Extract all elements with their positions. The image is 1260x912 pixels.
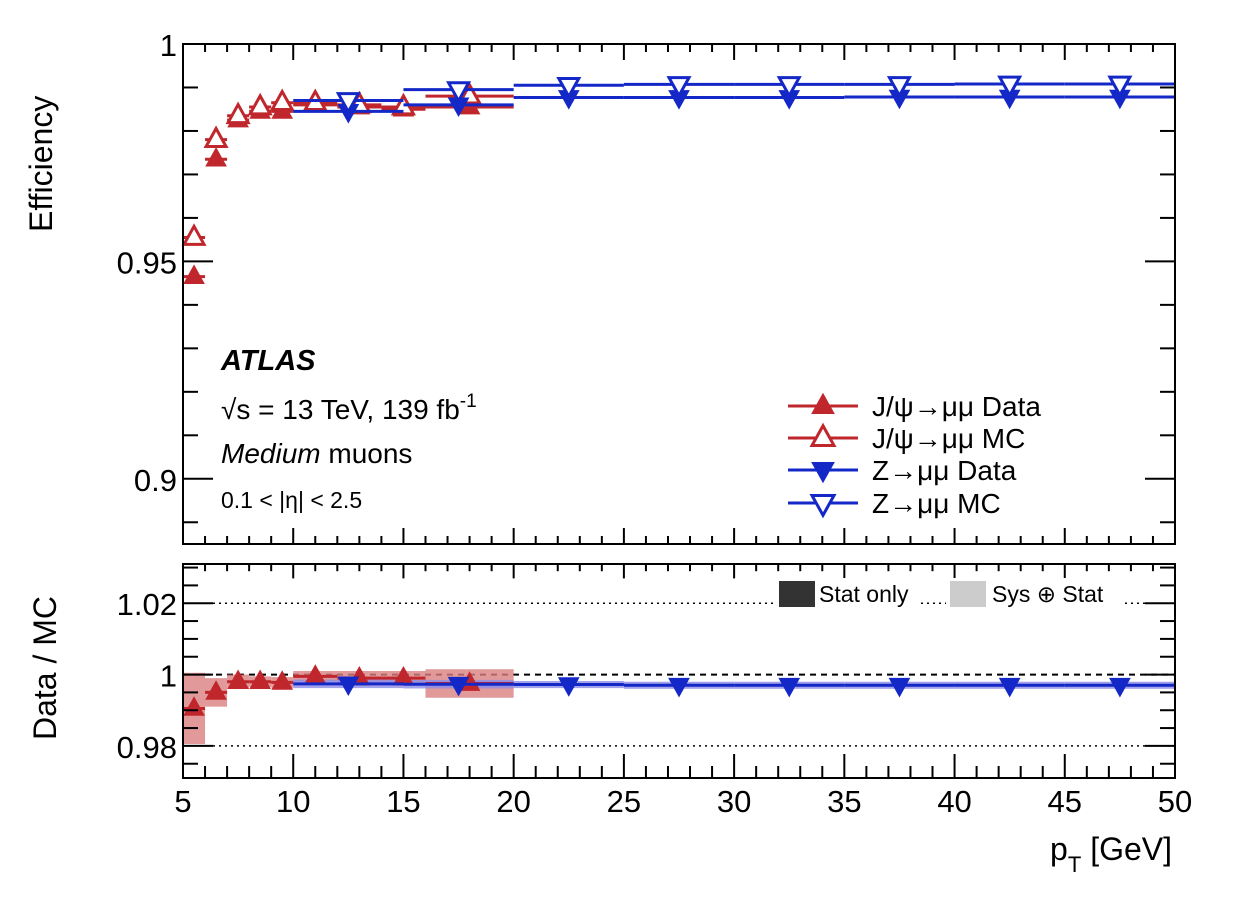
- x-tick-label: 5: [174, 784, 191, 819]
- energy-exponent: -1: [460, 391, 477, 412]
- top-data-point: [776, 76, 802, 99]
- legend-item-1: J/ψ→μμ MC: [788, 422, 1025, 454]
- legend-item-2: Z→μμ Data: [788, 455, 1017, 486]
- top-y-tick-label: 0.95: [117, 245, 177, 280]
- ratio-data-point: [778, 677, 801, 698]
- top-data-point: [181, 223, 207, 246]
- selection-italic: Medium: [221, 438, 321, 469]
- x-tick-label: 50: [1158, 784, 1192, 819]
- ratio-data-point: [337, 676, 360, 697]
- top-data-point: [556, 76, 582, 100]
- ratio-data-point: [227, 669, 249, 690]
- ratio-data-point: [271, 670, 294, 690]
- top-series-3: [293, 75, 1175, 115]
- legend-marker: [809, 493, 837, 519]
- legend-marker: [811, 461, 835, 484]
- energy-text: s = 13 TeV, 139 fb: [236, 394, 459, 425]
- top-data-point: [247, 92, 273, 116]
- legend-item-0: J/ψ→μμ Data: [788, 391, 1041, 422]
- bottom-plot-frame: [182, 563, 1176, 779]
- x-axis-title: pT [GeV]: [1050, 831, 1172, 877]
- selection-label: Medium muons: [221, 438, 412, 469]
- ratio-legend-swatch: [950, 581, 986, 607]
- x-axis-title-main: p: [1050, 831, 1068, 867]
- energy-label: √s = 13 TeV, 139 fb-1: [221, 391, 477, 425]
- ratio-data-point: [557, 677, 580, 697]
- ratio-legend: Stat only Sys ⊕ Stat: [775, 578, 1124, 612]
- ratio-data-point: [998, 677, 1021, 698]
- legend-label: Z→μμ Data: [872, 455, 1017, 486]
- top-data-point: [203, 125, 229, 148]
- x-axis-title-rest: [GeV]: [1081, 831, 1172, 867]
- x-tick-label: 20: [496, 784, 530, 819]
- top-y-tick-label: 0.9: [134, 463, 177, 498]
- legend-label: J/ψ→μμ Data: [872, 391, 1041, 422]
- bottom-ratio-panel: 1.02 1 0.98 Data / MC Stat only Sys ⊕ Stat: [27, 563, 1176, 779]
- experiment-label: ATLAS: [220, 345, 316, 377]
- x-axis-title-sub: T: [1068, 852, 1081, 877]
- bottom-y-tick-label: 1.02: [117, 587, 177, 622]
- top-data-point: [183, 264, 205, 284]
- ratio-legend-item-0: Stat only: [775, 578, 921, 612]
- top-plot-frame: [182, 43, 1176, 545]
- x-tick-label: 35: [827, 784, 861, 819]
- bottom-y-tick-label: 1: [160, 659, 177, 694]
- annotation-block: ATLAS √s = 13 TeV, 139 fb-1 Medium muons…: [220, 345, 477, 513]
- top-data-point: [335, 92, 361, 115]
- ratio-data-point: [668, 677, 690, 698]
- top-data-point: [997, 75, 1023, 99]
- ratio-series-1: [293, 676, 1175, 698]
- ratio-legend-label: Sys ⊕ Stat: [992, 581, 1104, 607]
- ratio-data-point: [249, 669, 272, 690]
- sqrt-symbol: √: [221, 394, 237, 425]
- x-tick-label: 45: [1048, 784, 1082, 819]
- top-efficiency-panel: 1 0.95 0.9 Efficiency: [23, 28, 1176, 545]
- ratio-data-point: [447, 676, 470, 697]
- x-tick-label: 40: [937, 784, 971, 819]
- ratio-data-point: [205, 680, 227, 700]
- x-tick-label: 30: [717, 784, 751, 819]
- top-data-point: [666, 76, 692, 99]
- ratio-series-0: [183, 664, 514, 716]
- eta-range-label: 0.1 < |η| < 2.5: [221, 487, 362, 513]
- legend-label: Z→μμ MC: [872, 488, 1001, 519]
- x-tick-label: 25: [607, 784, 641, 819]
- ratio-legend-label: Stat only: [819, 581, 909, 607]
- legend-marker: [809, 422, 837, 448]
- top-y-tick-label: 1: [160, 28, 177, 63]
- top-data-point: [269, 88, 295, 112]
- ratio-legend-swatch: [779, 581, 815, 607]
- top-data-point: [205, 147, 227, 167]
- bottom-y-tick-label: 0.98: [117, 730, 177, 765]
- top-data-point: [225, 101, 251, 125]
- bottom-y-axis-title: Data / MC: [27, 596, 63, 740]
- top-data-point: [886, 76, 912, 99]
- legend-item-3: Z→μμ MC: [788, 488, 1001, 519]
- x-tick-label: 15: [386, 784, 420, 819]
- top-y-axis-title: Efficiency: [23, 96, 59, 232]
- x-tick-label: 10: [276, 784, 310, 819]
- legend-label: J/ψ→μμ MC: [872, 423, 1025, 454]
- ratio-data-point: [888, 677, 911, 698]
- top-data-point: [1107, 75, 1133, 99]
- ratio-legend-item-1: Sys ⊕ Stat: [946, 578, 1124, 612]
- selection-rest: muons: [321, 438, 413, 469]
- legend-marker: [811, 392, 835, 415]
- top-data-point: [446, 81, 472, 104]
- ratio-data-point: [1109, 677, 1131, 698]
